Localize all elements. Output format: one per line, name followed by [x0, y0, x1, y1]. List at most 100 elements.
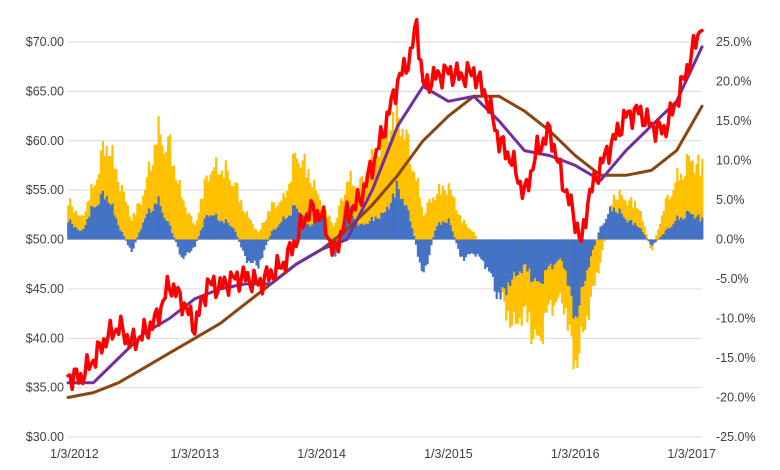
x-axis-ticks: 1/3/2012 1/3/2013 1/3/2014 1/3/2015 1/3/2016…: [50, 447, 716, 461]
y-left-tick-label: $60.00: [26, 134, 64, 148]
momentum-blue-bar: [345, 208, 348, 240]
momentum-yellow-bar: [203, 178, 206, 240]
momentum-yellow-bar: [353, 186, 356, 240]
momentum-blue-bar: [507, 239, 510, 283]
momentum-blue-bar: [543, 239, 546, 271]
momentum-blue-bar: [220, 221, 224, 240]
momentum-yellow-bar: [170, 166, 174, 240]
momentum-blue-bar: [553, 239, 556, 265]
momentum-yellow-bar: [180, 197, 183, 240]
momentum-blue-bar: [418, 239, 421, 263]
momentum-blue-bar: [612, 207, 616, 240]
momentum-blue-bar: [624, 219, 627, 240]
momentum-blue-bar: [559, 239, 562, 259]
momentum-blue-bar: [284, 219, 287, 240]
momentum-blue-bar: [270, 231, 274, 240]
momentum-yellow-bar: [82, 216, 85, 240]
momentum-yellow-bar: [368, 165, 372, 240]
y-right-tick-label: -10.0%: [716, 312, 756, 326]
momentum-blue-bar: [582, 239, 585, 287]
momentum-yellow-bar: [633, 201, 637, 240]
momentum-blue-bar: [557, 239, 560, 261]
momentum-yellow-bar: [528, 239, 531, 313]
momentum-yellow-bar: [595, 239, 598, 273]
momentum-yellow-bar: [430, 202, 433, 240]
momentum-blue-bar: [424, 239, 427, 266]
momentum-blue-bar: [670, 226, 673, 240]
momentum-yellow-bar: [284, 197, 287, 240]
momentum-yellow-bar: [242, 210, 245, 240]
momentum-blue-bar: [305, 224, 308, 240]
momentum-blue-bar: [687, 211, 690, 240]
slow-moving-average-line: [66, 94, 704, 399]
y-right-tick-label: 5.0%: [716, 193, 745, 207]
y-right-tick-label: -15.0%: [716, 351, 756, 365]
momentum-yellow-bar: [524, 239, 527, 306]
momentum-yellow-bar: [551, 239, 554, 317]
momentum-blue-bar: [318, 213, 322, 240]
momentum-blue-bar: [174, 239, 177, 242]
momentum-blue-bar: [587, 239, 591, 268]
y-left-tick-label: $45.00: [26, 282, 64, 296]
momentum-blue-bar: [495, 239, 498, 299]
momentum-blue-bar: [218, 221, 222, 240]
momentum-yellow-bar: [657, 229, 660, 240]
momentum-yellow-bar: [291, 154, 295, 240]
momentum-yellow-bar: [424, 213, 427, 240]
momentum-yellow-bar: [543, 239, 546, 314]
momentum-blue-bar: [395, 180, 398, 240]
momentum-blue-bar: [593, 239, 596, 246]
momentum-yellow-bar: [122, 191, 126, 240]
momentum-blue-bar: [267, 239, 270, 241]
momentum-yellow-bar: [658, 223, 662, 240]
momentum-yellow-bar: [676, 167, 679, 240]
momentum-yellow-bar: [407, 133, 410, 240]
momentum-blue-bar: [668, 228, 671, 240]
momentum-yellow-bar: [163, 153, 166, 240]
momentum-yellow-bar: [401, 128, 404, 240]
momentum-yellow-bar: [511, 239, 514, 326]
momentum-blue-bar: [142, 222, 145, 240]
momentum-blue-bar: [109, 205, 112, 240]
momentum-blue-bar: [72, 227, 76, 240]
momentum-yellow-bar: [295, 158, 299, 240]
momentum-blue-bar: [389, 202, 393, 240]
momentum-blue-bar: [416, 239, 420, 257]
momentum-blue-bar: [205, 215, 208, 240]
left-axis-ticks: $30.00 $35.00 $40.00 $45.00 $50.00 $55.00 $60.…: [26, 35, 64, 444]
momentum-yellow-bar: [382, 133, 385, 240]
momentum-yellow-bar: [336, 217, 339, 240]
momentum-yellow-bar: [391, 112, 395, 240]
momentum-yellow-bar: [662, 211, 665, 240]
momentum-blue-bar: [695, 216, 698, 240]
momentum-blue-bar: [155, 203, 158, 240]
y-right-tick-label: 10.0%: [716, 154, 751, 168]
momentum-yellow-bar: [416, 177, 420, 240]
momentum-blue-bar: [115, 218, 118, 240]
momentum-yellow-bar: [643, 226, 646, 240]
momentum-yellow-bar: [267, 211, 270, 240]
momentum-yellow-bar: [278, 202, 281, 240]
y-right-tick-label: 0.0%: [716, 233, 745, 247]
momentum-blue-bar: [472, 239, 475, 255]
momentum-yellow-bar: [597, 239, 600, 274]
momentum-yellow-bar: [541, 239, 544, 344]
momentum-blue-bar: [374, 216, 377, 240]
momentum-yellow-bar: [144, 189, 147, 240]
momentum-blue-bar: [518, 239, 521, 272]
momentum-blue-bar: [111, 203, 114, 240]
momentum-blue-bar: [182, 239, 185, 259]
momentum-yellow-bar: [557, 239, 560, 298]
momentum-yellow-bar: [434, 200, 437, 240]
momentum-yellow-bar: [199, 198, 202, 240]
momentum-yellow-bar: [437, 184, 441, 240]
momentum-yellow-bar: [374, 148, 377, 240]
x-tick-label: 1/3/2013: [170, 447, 219, 461]
momentum-yellow-bar: [418, 197, 421, 240]
momentum-yellow-bar: [240, 200, 243, 240]
momentum-yellow-bar: [453, 197, 456, 240]
momentum-blue-bar: [153, 203, 156, 240]
momentum-blue-bar: [290, 215, 293, 240]
momentum-blue-bar: [145, 214, 149, 240]
momentum-blue-bar: [320, 216, 323, 240]
